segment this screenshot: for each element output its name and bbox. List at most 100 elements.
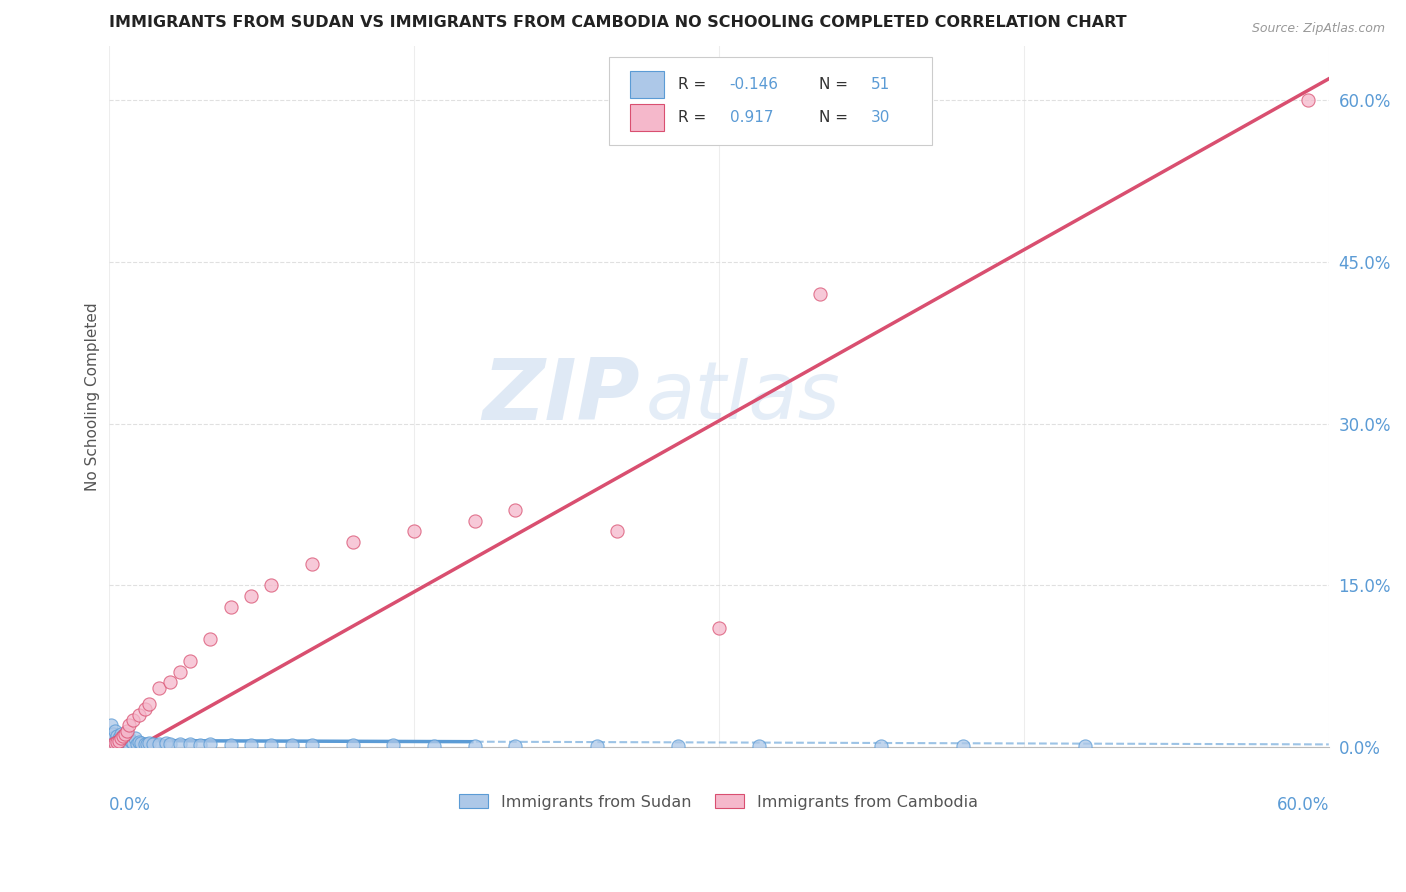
Point — [118, 718, 141, 732]
Point — [129, 736, 152, 750]
Point — [159, 737, 181, 751]
Point — [128, 707, 150, 722]
Text: 0.917: 0.917 — [730, 110, 773, 125]
Point — [301, 557, 323, 571]
Point — [280, 738, 302, 752]
FancyBboxPatch shape — [630, 103, 664, 130]
Point — [240, 738, 263, 752]
Text: N =: N = — [818, 110, 848, 125]
Point — [179, 737, 201, 751]
Point — [219, 599, 242, 614]
Point — [240, 589, 263, 603]
Point — [105, 729, 128, 743]
Point — [1298, 93, 1320, 107]
Text: Source: ZipAtlas.com: Source: ZipAtlas.com — [1251, 22, 1385, 36]
Point — [342, 738, 364, 752]
Point — [707, 622, 730, 636]
Point — [111, 736, 134, 750]
Point — [107, 733, 129, 747]
Point — [505, 503, 527, 517]
Point — [748, 739, 770, 753]
Point — [585, 739, 607, 753]
Text: IMMIGRANTS FROM SUDAN VS IMMIGRANTS FROM CAMBODIA NO SCHOOLING COMPLETED CORRELA: IMMIGRANTS FROM SUDAN VS IMMIGRANTS FROM… — [108, 15, 1126, 30]
Point — [134, 737, 156, 751]
Point — [219, 738, 242, 752]
Point — [138, 697, 160, 711]
Y-axis label: No Schooling Completed: No Schooling Completed — [86, 302, 100, 491]
Point — [423, 739, 446, 753]
Point — [111, 729, 134, 743]
Point — [111, 729, 134, 743]
Point — [200, 632, 222, 647]
Point — [952, 739, 974, 753]
Text: ZIP: ZIP — [482, 355, 640, 438]
Point — [148, 737, 170, 751]
Point — [382, 738, 405, 752]
Point — [179, 654, 201, 668]
Text: R =: R = — [679, 110, 707, 125]
Point — [505, 739, 527, 753]
Text: R =: R = — [679, 77, 707, 92]
Point — [200, 737, 222, 751]
Point — [120, 733, 142, 747]
Point — [101, 727, 124, 741]
Point — [260, 738, 283, 752]
Point — [110, 733, 132, 747]
Point — [118, 737, 141, 751]
Point — [301, 738, 323, 752]
Point — [107, 736, 129, 750]
Point — [1074, 739, 1097, 753]
Point — [107, 731, 129, 746]
Point — [134, 702, 156, 716]
Point — [127, 737, 149, 751]
Point — [118, 731, 141, 746]
Point — [101, 731, 124, 746]
Text: 51: 51 — [872, 77, 890, 92]
Text: 0.0%: 0.0% — [108, 796, 150, 814]
Point — [110, 727, 132, 741]
Point — [114, 727, 136, 741]
Point — [110, 731, 132, 746]
Point — [114, 732, 136, 747]
Point — [169, 737, 191, 751]
FancyBboxPatch shape — [609, 57, 932, 145]
Point — [142, 737, 165, 751]
Point — [606, 524, 628, 539]
Point — [128, 734, 150, 748]
Point — [464, 739, 486, 753]
Point — [136, 737, 159, 751]
Point — [808, 287, 831, 301]
Point — [104, 736, 127, 750]
Point — [159, 675, 181, 690]
Point — [464, 514, 486, 528]
Point — [104, 723, 127, 738]
Text: 30: 30 — [872, 110, 890, 125]
Point — [115, 734, 138, 748]
Point — [155, 736, 177, 750]
Text: 60.0%: 60.0% — [1277, 796, 1329, 814]
Point — [105, 734, 128, 748]
Point — [122, 736, 145, 750]
Point — [666, 739, 689, 753]
Point — [138, 736, 160, 750]
Point — [105, 737, 128, 751]
Point — [115, 723, 138, 738]
Point — [104, 734, 127, 748]
Text: atlas: atlas — [645, 358, 841, 435]
Point — [100, 718, 122, 732]
Point — [260, 578, 283, 592]
Point — [870, 739, 893, 753]
Point — [124, 731, 146, 746]
Legend: Immigrants from Sudan, Immigrants from Cambodia: Immigrants from Sudan, Immigrants from C… — [453, 788, 984, 816]
Point — [114, 737, 136, 751]
Point — [188, 738, 211, 752]
Point — [122, 713, 145, 727]
Point — [402, 524, 425, 539]
Point — [342, 535, 364, 549]
FancyBboxPatch shape — [630, 71, 664, 97]
Text: -0.146: -0.146 — [730, 77, 779, 92]
Point — [169, 665, 191, 679]
Text: N =: N = — [818, 77, 848, 92]
Point — [148, 681, 170, 695]
Point — [101, 737, 124, 751]
